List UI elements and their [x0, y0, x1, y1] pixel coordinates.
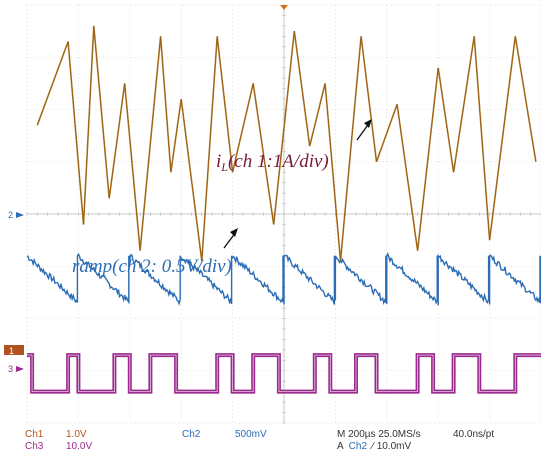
- channel-1-marker: 1: [9, 346, 14, 356]
- resolution-readout: 40.0ns/pt: [453, 429, 494, 440]
- il-trace-shadow: [37, 25, 537, 262]
- il-scale: (ch 1:1A/div): [228, 151, 329, 172]
- ch2-scale: 500mV: [235, 429, 267, 440]
- trigger-slope: ∕: [369, 441, 375, 452]
- trigger-prefix: A: [337, 441, 344, 452]
- ch1-scale: 1.0V: [66, 429, 87, 440]
- channel-2-marker: 2: [8, 210, 13, 220]
- trigger-level: 10.0mV: [377, 441, 412, 452]
- trigger-source: Ch2: [349, 441, 368, 452]
- trigger-position-marker: [280, 5, 288, 10]
- ch1-label: Ch1: [25, 429, 44, 440]
- channel-1-marker-box: [4, 345, 24, 355]
- ramp-annotation: ramp(ch 2: 0.5V/div): [72, 256, 232, 277]
- trigger-readout: A Ch2 ∕ 10.0mV: [337, 441, 411, 452]
- il-symbol: i: [216, 151, 221, 172]
- channel-3-marker: 3: [8, 364, 13, 374]
- timebase-readout: M 200µs 25.0MS/s: [337, 429, 421, 440]
- il-subscript: L: [220, 160, 228, 174]
- status-bar: Ch1 1.0V Ch3 10.0V Ch2 500mV M 200µs 25.…: [25, 429, 494, 452]
- ch2-label: Ch2: [182, 429, 201, 440]
- channel-3-arrow: [16, 366, 24, 372]
- ramp-pointer-head: [230, 228, 238, 237]
- gate-trace-edges: [26, 354, 541, 392]
- ch3-label: Ch3: [25, 441, 44, 452]
- inductor-current-annotation: iL(ch 1:1A/div): [216, 151, 329, 174]
- traces: [26, 25, 541, 394]
- il-pointer-head: [364, 119, 372, 128]
- ramp-trace: [26, 252, 541, 306]
- channel-2-arrow: [16, 212, 24, 218]
- ch3-scale: 10.0V: [66, 441, 92, 452]
